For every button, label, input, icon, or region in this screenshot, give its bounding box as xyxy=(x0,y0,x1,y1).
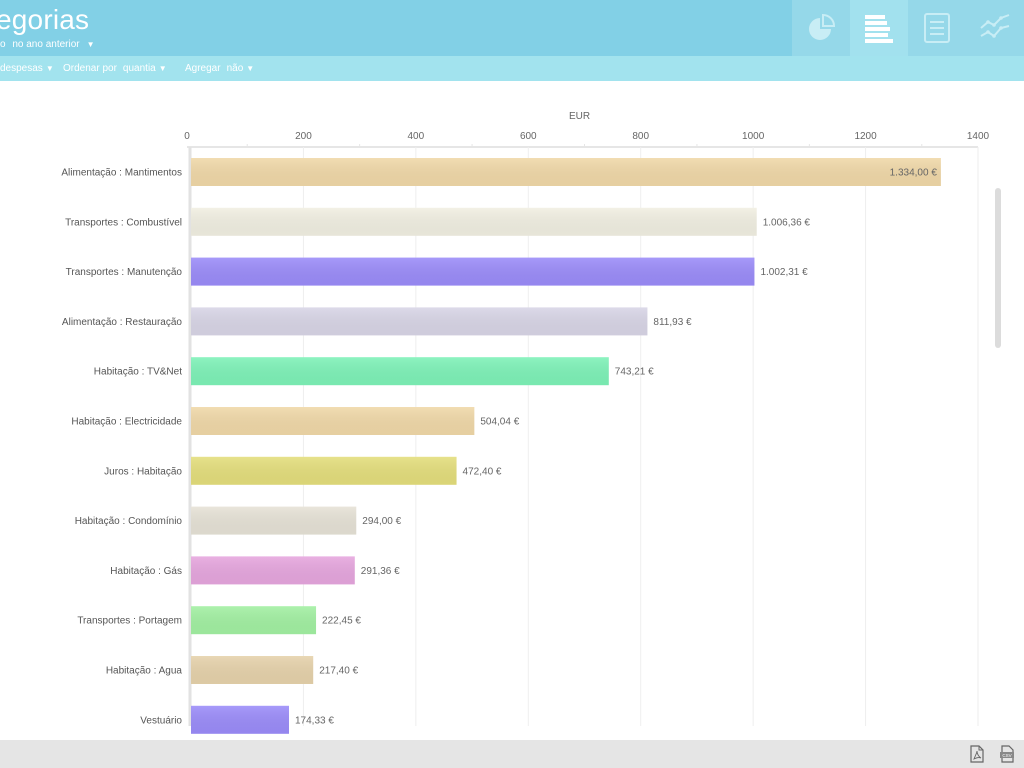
value-label: 811,93 € xyxy=(653,317,692,328)
bar-group: Vestuário 174,33 € xyxy=(140,705,334,734)
x-tick-label: 600 xyxy=(520,131,537,142)
value-label: 1.002,31 € xyxy=(760,267,808,278)
filter-toolbar: despesas ▼ Ordenar por quantia ▼ Agregar não… xyxy=(0,56,1024,81)
bar-shade xyxy=(191,456,457,485)
bar-shade xyxy=(191,257,755,286)
x-tick-label: 800 xyxy=(632,131,649,142)
bar-group: Habitação : TV&Net 743,21 € xyxy=(94,357,654,386)
bar-group: Habitação : Agua 217,40 € xyxy=(106,656,359,684)
value-label: 743,21 € xyxy=(615,367,654,378)
bar-shade xyxy=(191,506,357,535)
bar-shade xyxy=(191,705,289,734)
x-tick-label: 1000 xyxy=(742,131,765,142)
bar-group: Transportes : Portagem 222,45 € xyxy=(77,606,361,635)
grid-lines xyxy=(187,144,979,726)
vertical-scrollbar[interactable] xyxy=(995,188,1001,348)
value-label: 174,33 € xyxy=(295,715,334,726)
value-label: 294,00 € xyxy=(362,516,401,527)
x-tick-label: 1400 xyxy=(967,131,990,142)
bar-group: Habitação : Gás 291,36 € xyxy=(110,556,400,585)
chevron-down-icon: ▼ xyxy=(86,40,95,49)
x-axis-ticks: 0 200 400 600 800 1000 1200 1400 xyxy=(184,131,989,142)
category-label: Habitação : TV&Net xyxy=(94,367,182,378)
type-value: despesas xyxy=(0,63,43,74)
x-tick-label: 1200 xyxy=(854,131,877,142)
category-label: Transportes : Portagem xyxy=(77,616,182,627)
category-label: Alimentação : Restauração xyxy=(62,317,183,328)
tab-bar-chart[interactable] xyxy=(850,0,908,56)
chevron-down-icon: ▼ xyxy=(246,64,255,73)
bar-group: Habitação : Condomínio 294,00 € xyxy=(75,506,402,535)
order-by-value: quantia xyxy=(122,63,156,74)
bar-group: Juros : Habitação 472,40 € xyxy=(104,456,502,485)
comparison-label: no ano anterior xyxy=(12,39,80,50)
bar-chart-icon xyxy=(865,15,893,43)
category-label: Transportes : Manutenção xyxy=(66,267,183,278)
tab-line-chart[interactable] xyxy=(966,0,1024,56)
pdf-export-button[interactable] xyxy=(969,745,985,763)
svg-text:CSV: CSV xyxy=(1002,753,1011,758)
bar-shade xyxy=(191,556,355,585)
bar-group: Alimentação : Restauração 811,93 € xyxy=(62,307,692,336)
document-list-icon xyxy=(924,13,950,43)
category-label: Juros : Habitação xyxy=(104,466,182,477)
x-tick-label: 200 xyxy=(295,131,312,142)
bar-group: Habitação : Electricidade 504,04 € xyxy=(71,407,520,435)
bar-shade xyxy=(191,357,609,386)
app-header: egorias o no ano anterior ▼ xyxy=(0,0,1024,56)
category-label: Habitação : Agua xyxy=(106,666,183,677)
chevron-down-icon: ▼ xyxy=(158,64,167,73)
type-dropdown[interactable]: despesas ▼ xyxy=(0,63,54,74)
comparison-dropdown[interactable]: no ano anterior ▼ xyxy=(12,39,98,50)
value-label: 504,04 € xyxy=(480,417,519,428)
value-label: 222,45 € xyxy=(322,616,361,627)
bar-shade xyxy=(191,307,648,336)
bars: Alimentação : Mantimentos 1.334,00 € Trans… xyxy=(61,158,941,734)
csv-export-button[interactable]: CSV xyxy=(999,745,1015,763)
order-by-label: Ordenar por xyxy=(63,63,117,74)
chart-area: EUR 0 200 400 600 800 1000 1200 1400 Alimentaçã… xyxy=(0,81,1024,740)
value-label: 1.334,00 € xyxy=(890,168,938,179)
order-by-dropdown[interactable]: Ordenar por quantia ▼ xyxy=(63,63,167,74)
category-label: Habitação : Electricidade xyxy=(71,417,182,428)
value-label: 1.006,36 € xyxy=(763,217,811,228)
period-fragment: o xyxy=(0,39,6,50)
tab-pie-chart[interactable] xyxy=(792,0,850,56)
pie-chart-icon xyxy=(809,13,836,40)
line-chart-icon xyxy=(980,14,1010,38)
value-label: 472,40 € xyxy=(463,466,502,477)
x-axis-label: EUR xyxy=(569,111,590,122)
csv-export-icon: CSV xyxy=(1000,745,1014,763)
bar-shade xyxy=(191,207,757,236)
bar-shade xyxy=(191,606,317,635)
x-tick-label: 400 xyxy=(408,131,425,142)
page-title: egorias xyxy=(0,4,90,35)
bar-shade xyxy=(191,407,475,435)
tab-document-list[interactable] xyxy=(908,0,966,56)
value-label: 291,36 € xyxy=(361,566,400,577)
category-label: Alimentação : Mantimentos xyxy=(61,168,182,179)
bar-group: Transportes : Manutenção 1.002,31 € xyxy=(66,257,808,286)
category-label: Habitação : Gás xyxy=(110,566,182,577)
aggregate-label: Agregar xyxy=(185,63,221,74)
chevron-down-icon: ▼ xyxy=(45,64,54,73)
x-tick-label: 0 xyxy=(184,131,190,142)
category-label: Habitação : Condomínio xyxy=(75,516,183,527)
bar-shade xyxy=(191,158,941,186)
bar-shade xyxy=(191,656,314,684)
pdf-export-icon xyxy=(970,745,984,763)
period-selector-row: o no ano anterior ▼ xyxy=(0,39,103,50)
category-label: Transportes : Combustível xyxy=(65,217,182,228)
category-label: Vestuário xyxy=(140,715,182,726)
bar-group: Alimentação : Mantimentos 1.334,00 € xyxy=(61,158,941,186)
footer-bar: CSV xyxy=(0,740,1024,768)
bar-chart: EUR 0 200 400 600 800 1000 1200 1400 Alimentaçã… xyxy=(61,111,990,734)
value-label: 217,40 € xyxy=(319,666,358,677)
aggregate-value: não xyxy=(226,63,244,74)
view-tabs xyxy=(792,0,1024,56)
aggregate-dropdown[interactable]: Agregar não ▼ xyxy=(185,63,254,74)
bar-group: Transportes : Combustível 1.006,36 € xyxy=(65,207,811,236)
